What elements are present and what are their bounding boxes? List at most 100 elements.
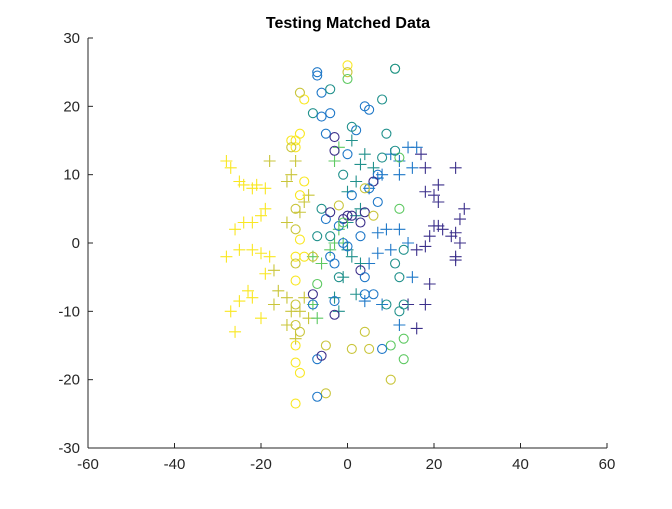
data-point-plus (380, 223, 393, 236)
data-point-circle (359, 272, 370, 283)
data-point-circle (320, 388, 331, 399)
data-point-plus (259, 202, 272, 215)
data-point-plus (341, 243, 354, 256)
data-point-plus (410, 322, 423, 335)
data-point-plus (246, 291, 259, 304)
data-point-circle (368, 210, 379, 221)
data-point-plus (345, 250, 358, 263)
data-point-plus (220, 250, 233, 263)
y-tick-label: -10 (58, 303, 80, 320)
data-point-plus (393, 319, 406, 331)
data-point-circle (377, 343, 388, 354)
data-point-circle (294, 367, 305, 378)
data-point-circle (398, 354, 409, 365)
data-point-circle (316, 350, 327, 361)
data-point-circle (290, 203, 301, 214)
data-point-circle (342, 73, 353, 85)
data-point-circle (316, 87, 327, 98)
data-point-circle (312, 67, 323, 78)
data-point-plus (354, 257, 367, 270)
data-point-plus (371, 226, 384, 239)
data-point-plus (419, 161, 432, 174)
data-point-circle (325, 108, 336, 119)
y-tick-label: 20 (63, 98, 80, 115)
data-point-plus (267, 264, 280, 277)
data-point-plus (255, 312, 267, 325)
data-point-circle (290, 251, 301, 262)
data-point-circle (364, 183, 375, 194)
data-point-circle (312, 231, 323, 242)
data-point-circle (290, 224, 301, 235)
data-point-plus (423, 230, 436, 243)
x-tick-label: 20 (426, 456, 443, 473)
data-point-plus (449, 254, 462, 267)
data-point-circle (398, 333, 409, 344)
data-point-circle (329, 145, 340, 156)
data-point-plus (289, 332, 302, 345)
data-point-circle (320, 214, 331, 225)
data-point-plus (229, 325, 242, 338)
data-point-plus (393, 223, 406, 236)
data-point-plus (237, 178, 250, 191)
data-point-plus (263, 250, 276, 263)
data-point-circle (294, 190, 305, 201)
data-point-circle (338, 169, 349, 180)
data-point-plus (354, 158, 367, 171)
data-point-circle (325, 84, 336, 95)
data-point-circle (381, 299, 392, 310)
data-point-plus (436, 223, 449, 236)
data-point-plus (410, 141, 423, 154)
data-point-plus (255, 209, 267, 222)
data-point-circle (286, 142, 297, 153)
data-point-plus (367, 161, 380, 174)
data-point-circle (342, 241, 353, 252)
x-tick-label: -20 (250, 456, 272, 473)
data-point-plus (263, 155, 276, 167)
data-point-plus (311, 312, 324, 325)
data-point-plus (280, 291, 293, 304)
y-tick-label: -30 (58, 440, 80, 457)
data-point-circle (385, 374, 396, 385)
data-point-plus (220, 155, 233, 167)
x-tick-label: -40 (164, 456, 186, 473)
data-point-plus (250, 178, 263, 191)
axes: -60 -40 -20 0 20 40 60 -30 -20 -10 0 10 20 30 (58, 30, 615, 473)
data-point-plus (358, 148, 371, 161)
data-point-circle (329, 296, 340, 307)
data-point-plus (371, 247, 384, 260)
data-point-plus (233, 243, 246, 256)
data-point-plus (293, 305, 306, 318)
y-tick-label: -20 (58, 372, 80, 389)
data-point-circle (307, 108, 318, 119)
data-point-plus (423, 278, 436, 290)
data-point-plus (445, 230, 458, 243)
data-point-circle (394, 272, 405, 283)
data-point-circle (364, 343, 375, 354)
data-point-circle (294, 326, 305, 337)
data-point-circle (290, 275, 301, 286)
data-point-circle (342, 60, 353, 71)
data-point-circle (385, 340, 396, 351)
data-point-circle (346, 190, 357, 201)
data-point-circle (390, 258, 401, 269)
data-point-plus (328, 155, 341, 167)
data-point-plus (298, 196, 311, 208)
data-point-plus (432, 196, 445, 208)
data-point-circle (355, 217, 366, 228)
data-point-plus (289, 155, 302, 167)
data-point-circle (346, 210, 357, 221)
data-point-circle (316, 203, 327, 214)
data-point-circle (320, 128, 331, 139)
data-point-circle (333, 200, 344, 211)
x-tick-label: 0 (343, 456, 351, 473)
data-point-circle (299, 94, 310, 105)
data-point-circle (364, 104, 375, 115)
data-point-circle (294, 128, 305, 139)
data-point-circle (394, 306, 405, 317)
data-point-circle (290, 299, 301, 310)
data-point-plus (453, 213, 466, 226)
data-point-circle (390, 63, 401, 74)
data-point-circle (290, 398, 301, 409)
data-point-plus (328, 291, 341, 304)
